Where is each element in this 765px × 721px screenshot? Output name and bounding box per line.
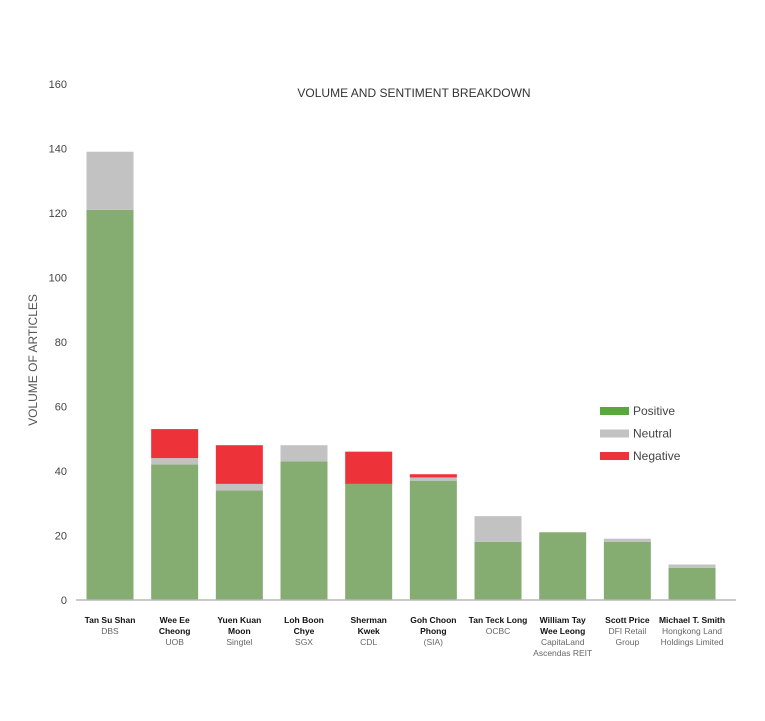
category-name: Wee Ee (160, 615, 190, 625)
bar-negative (151, 429, 199, 459)
category-name: Wee Leong (540, 626, 585, 636)
bar-positive (151, 464, 199, 600)
legend-swatch-positive (600, 407, 629, 415)
bar-positive (539, 532, 587, 600)
bar-positive (668, 567, 716, 600)
category-name: Sherman (350, 615, 386, 625)
legend-label-neutral: Neutral (633, 427, 672, 441)
y-tick-label: 100 (49, 273, 67, 285)
category-org: DFI Retail (608, 626, 646, 636)
category-name: William Tay (540, 615, 586, 625)
y-tick-label: 80 (55, 337, 67, 349)
category-org: CDL (360, 637, 377, 647)
y-tick-label: 60 (55, 402, 67, 414)
category-name: Loh Boon (284, 615, 324, 625)
bar-neutral (215, 483, 263, 491)
category-name: Kwek (358, 626, 380, 636)
legend-swatch-negative (600, 452, 629, 460)
category-name: Cheong (159, 626, 191, 636)
bar-neutral (474, 516, 522, 542)
bar-positive (409, 480, 457, 600)
y-tick-label: 140 (49, 144, 67, 156)
y-tick-label: 40 (55, 466, 67, 478)
legend-label-positive: Positive (633, 404, 675, 418)
category-name: Tan Teck Long (469, 615, 528, 625)
category-org: UOB (165, 637, 184, 647)
category-name: Tan Su Shan (85, 615, 136, 625)
bar-positive (603, 541, 651, 600)
category-name: Chye (294, 626, 315, 636)
category-name: Yuen Kuan (217, 615, 261, 625)
y-axis-ticks: 0 20 40 60 80 100 120 140 160 (49, 79, 67, 607)
bar-positive (280, 461, 328, 600)
bar-negative (215, 445, 263, 484)
bar-neutral (151, 458, 199, 465)
bar-neutral (668, 564, 716, 568)
category-name: Scott Price (605, 615, 650, 625)
bar-positive (345, 483, 393, 600)
category-org: Singtel (226, 637, 252, 647)
bar-neutral (86, 151, 134, 210)
category-name: Phong (420, 626, 446, 636)
y-tick-label: 20 (55, 531, 67, 543)
bar-positive (474, 541, 522, 600)
bar-negative (345, 451, 393, 484)
category-org: Ascendas REIT (533, 648, 592, 658)
category-org: (SIA) (424, 637, 444, 647)
category-org: SGX (295, 637, 313, 647)
legend: Positive Neutral Negative (600, 404, 681, 463)
y-tick-label: 120 (49, 208, 67, 220)
bar-negative (409, 474, 457, 478)
category-org: DBS (101, 626, 119, 636)
bar-neutral (280, 445, 328, 462)
bars-group (86, 151, 716, 600)
legend-label-negative: Negative (633, 449, 681, 463)
category-name: Moon (228, 626, 251, 636)
legend-swatch-neutral (600, 429, 629, 438)
category-org: OCBC (486, 626, 511, 636)
bar-positive (215, 490, 263, 600)
bar-neutral (409, 477, 457, 481)
bar-positive (86, 209, 134, 600)
category-org: Group (616, 637, 640, 647)
bar-neutral (603, 538, 651, 542)
y-tick-label: 160 (49, 79, 67, 91)
y-tick-label: 0 (61, 595, 67, 607)
category-name: Michael T. Smith (659, 615, 725, 625)
chart-title: VOLUME AND SENTIMENT BREAKDOWN (297, 86, 530, 100)
category-name: Goh Choon (410, 615, 456, 625)
category-org: CapitaLand (541, 637, 585, 647)
category-org: Hongkong Land (662, 626, 722, 636)
category-org: Holdings Limited (661, 637, 724, 647)
y-axis-label: VOLUME OF ARTICLES (26, 294, 40, 426)
